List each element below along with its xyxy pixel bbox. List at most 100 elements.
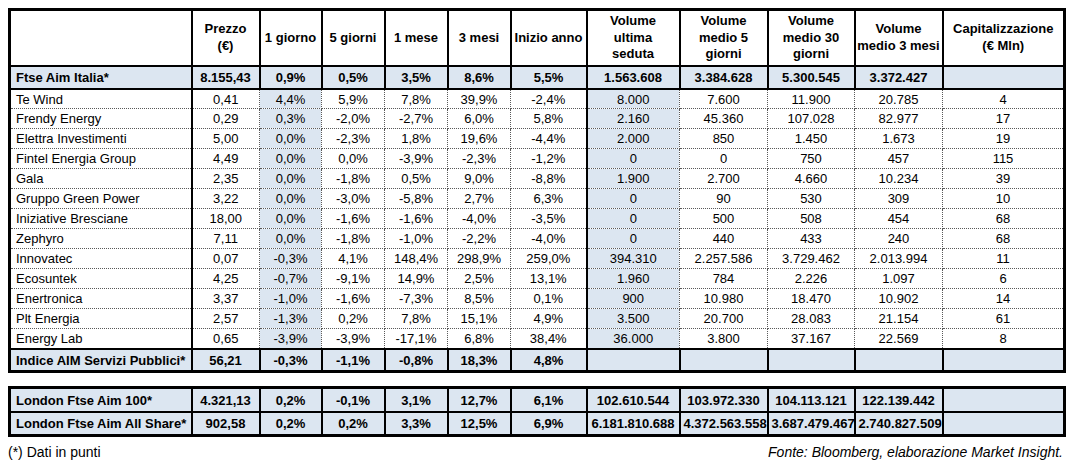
cell-1-giorno: -3,9% xyxy=(260,329,322,349)
cell-volume-ultima-seduta: 2.000 xyxy=(587,129,680,149)
cell-capitalizzazione: 6 xyxy=(943,269,1065,289)
table-row: Plt Energia2,57-1,3%0,2%7,8%15,1%4,9%3.5… xyxy=(10,309,1065,329)
cell-3-mesi: 2,7% xyxy=(448,189,511,209)
cell-volume-ultima-seduta: 1.900 xyxy=(587,169,680,189)
cell-1-giorno: 0,2% xyxy=(260,412,322,436)
cell-prezzo: 3,37 xyxy=(192,289,260,309)
table-row: London Ftse Aim All Share*902,580,2%0,2%… xyxy=(10,412,1065,436)
cell-inizio-anno: -4,4% xyxy=(511,129,587,149)
cell-3-mesi: -2,3% xyxy=(448,149,511,169)
cell-5-giorni: -1,6% xyxy=(322,289,385,309)
cell-volume-medio-30-giorni: 11.900 xyxy=(768,89,855,109)
table-row: Enertronica3,37-1,0%-1,6%-7,3%8,5%0,1%90… xyxy=(10,289,1065,309)
cell-1-mese: 0,5% xyxy=(385,169,448,189)
row-label: London Ftse Aim All Share* xyxy=(10,412,192,436)
row-label: Ftse Aim Italia* xyxy=(10,66,192,89)
cell-volume-medio-3-mesi: 10.234 xyxy=(855,169,943,189)
cell-5-giorni: -2,0% xyxy=(322,109,385,129)
table-row: Energy Lab0,65-3,9%-3,9%-17,1%6,8%38,4%3… xyxy=(10,329,1065,349)
cell-3-mesi: 8,5% xyxy=(448,289,511,309)
cell-prezzo: 0,29 xyxy=(192,109,260,129)
cell-volume-medio-30-giorni: 530 xyxy=(768,189,855,209)
cell-volume-medio-3-mesi: 1.673 xyxy=(855,129,943,149)
cell-volume-medio-3-mesi: 309 xyxy=(855,189,943,209)
cell-volume-ultima-seduta xyxy=(587,349,680,372)
cell-inizio-anno: 13,1% xyxy=(511,269,587,289)
cell-5-giorni: 0,5% xyxy=(322,66,385,89)
cell-volume-medio-30-giorni: 104.113.121 xyxy=(768,388,855,412)
cell-volume-medio-30-giorni: 433 xyxy=(768,229,855,249)
cell-1-giorno: 4,4% xyxy=(260,89,322,109)
cell-5-giorni: 4,1% xyxy=(322,249,385,269)
cell-volume-ultima-seduta: 0 xyxy=(587,229,680,249)
cell-prezzo: 4.321,13 xyxy=(192,388,260,412)
cell-volume-ultima-seduta: 0 xyxy=(587,189,680,209)
column-header-3-mesi: 3 mesi xyxy=(448,10,511,66)
cell-volume-medio-5-giorni: 90 xyxy=(680,189,768,209)
cell-1-giorno: 0,0% xyxy=(260,149,322,169)
row-label: Iniziative Bresciane xyxy=(10,209,192,229)
report-page: Prezzo (€)1 giorno5 giorni1 mese3 mesiIn… xyxy=(0,0,1084,460)
cell-capitalizzazione xyxy=(943,349,1065,372)
cell-volume-medio-3-mesi: 1.097 xyxy=(855,269,943,289)
cell-volume-medio-3-mesi: 22.569 xyxy=(855,329,943,349)
cell-volume-medio-3-mesi: 240 xyxy=(855,229,943,249)
cell-volume-medio-3-mesi: 82.977 xyxy=(855,109,943,129)
cell-1-giorno: -1,0% xyxy=(260,289,322,309)
cell-volume-medio-5-giorni: 20.700 xyxy=(680,309,768,329)
cell-volume-medio-5-giorni: 0 xyxy=(680,149,768,169)
cell-prezzo: 4,25 xyxy=(192,269,260,289)
row-label: London Ftse Aim 100* xyxy=(10,388,192,412)
cell-1-mese: 7,8% xyxy=(385,89,448,109)
cell-capitalizzazione: 19 xyxy=(943,129,1065,149)
cell-1-giorno: -1,3% xyxy=(260,309,322,329)
cell-volume-ultima-seduta: 2.160 xyxy=(587,109,680,129)
cell-volume-medio-30-giorni: 18.470 xyxy=(768,289,855,309)
cell-capitalizzazione: 115 xyxy=(943,149,1065,169)
cell-prezzo: 0,07 xyxy=(192,249,260,269)
cell-3-mesi: 18,3% xyxy=(448,349,511,372)
cell-inizio-anno: 6,3% xyxy=(511,189,587,209)
cell-capitalizzazione: 39 xyxy=(943,169,1065,189)
row-label: Indice AIM Servizi Pubblici* xyxy=(10,349,192,372)
row-label: Fintel Energia Group xyxy=(10,149,192,169)
cell-1-giorno: 0,0% xyxy=(260,209,322,229)
row-label: Energy Lab xyxy=(10,329,192,349)
cell-capitalizzazione: 61 xyxy=(943,309,1065,329)
cell-prezzo: 56,21 xyxy=(192,349,260,372)
cell-volume-ultima-seduta: 1.563.608 xyxy=(587,66,680,89)
cell-1-mese: 3,1% xyxy=(385,388,448,412)
table-row: Ecosuntek4,25-0,7%-9,1%14,9%2,5%13,1%1.9… xyxy=(10,269,1065,289)
row-label: Frendy Energy xyxy=(10,109,192,129)
cell-3-mesi: 19,6% xyxy=(448,129,511,149)
cell-volume-medio-5-giorni: 4.372.563.558 xyxy=(680,412,768,436)
table-header: Prezzo (€)1 giorno5 giorni1 mese3 mesiIn… xyxy=(10,10,1065,66)
cell-1-giorno: -0,3% xyxy=(260,349,322,372)
cell-volume-medio-30-giorni xyxy=(768,349,855,372)
table-row: Zephyro7,110,0%-1,8%-1,0%-2,2%-4,0%04404… xyxy=(10,229,1065,249)
cell-1-giorno: 0,0% xyxy=(260,229,322,249)
cell-3-mesi: 12,7% xyxy=(448,388,511,412)
cell-capitalizzazione xyxy=(943,66,1065,89)
cell-capitalizzazione xyxy=(943,388,1065,412)
cell-3-mesi: -4,0% xyxy=(448,209,511,229)
row-label: Innovatec xyxy=(10,249,192,269)
cell-inizio-anno: 0,1% xyxy=(511,289,587,309)
cell-volume-medio-3-mesi: 454 xyxy=(855,209,943,229)
cell-inizio-anno: -4,0% xyxy=(511,229,587,249)
cell-5-giorni: 0,2% xyxy=(322,412,385,436)
cell-capitalizzazione: 68 xyxy=(943,209,1065,229)
cell-volume-medio-30-giorni: 2.226 xyxy=(768,269,855,289)
cell-volume-ultima-seduta: 0 xyxy=(587,149,680,169)
row-label: Gruppo Green Power xyxy=(10,189,192,209)
header-row: Prezzo (€)1 giorno5 giorni1 mese3 mesiIn… xyxy=(10,10,1065,66)
cell-volume-medio-5-giorni: 440 xyxy=(680,229,768,249)
cell-volume-medio-5-giorni: 500 xyxy=(680,209,768,229)
cell-volume-medio-5-giorni: 3.800 xyxy=(680,329,768,349)
cell-volume-medio-30-giorni: 3.729.462 xyxy=(768,249,855,269)
cell-5-giorni: -1,6% xyxy=(322,209,385,229)
cell-volume-medio-30-giorni: 1.450 xyxy=(768,129,855,149)
cell-1-mese: 14,9% xyxy=(385,269,448,289)
cell-volume-medio-5-giorni: 7.600 xyxy=(680,89,768,109)
cell-inizio-anno: -8,8% xyxy=(511,169,587,189)
